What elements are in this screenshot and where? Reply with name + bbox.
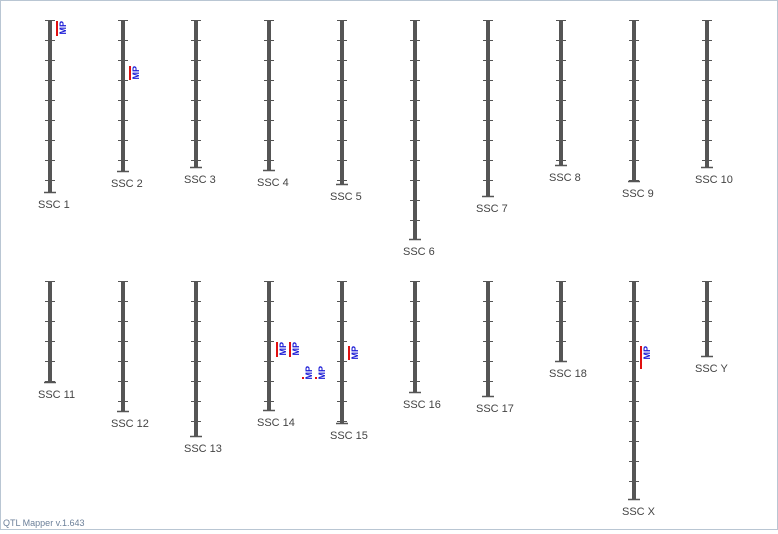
chromosome [559,20,563,165]
chromosome [194,20,198,167]
chromosome-label: SSC 6 [403,246,435,258]
qtl-label: MP [58,21,68,35]
chromosome [48,281,52,382]
chromosome-label: SSC 14 [257,417,295,429]
chromosome-label: SSC 12 [111,418,149,430]
chromosome-label: SSC 4 [257,177,289,189]
chromosome [340,20,344,184]
chromosome [705,281,709,356]
qtl-interval [640,346,642,369]
chromosome [267,281,271,410]
chromosome-label: SSC 10 [695,174,733,186]
chromosome-label: SSC 17 [476,403,514,415]
qtl-label: MP [317,366,327,380]
chromosome [121,20,125,171]
chromosome [340,281,344,423]
chromosome [486,20,490,196]
qtl-interval [289,342,291,357]
qtl-interval [315,377,317,379]
qtl-label: MP [291,342,301,356]
chromosome [194,281,198,436]
qtl-interval [276,342,278,357]
chromosome-label: SSC Y [695,363,728,375]
chromosome-label: SSC 11 [38,389,75,401]
chromosome-label: SSC 1 [38,199,70,211]
chromosome [121,281,125,411]
chromosome-label: SSC 3 [184,174,216,186]
chromosome-label: SSC 13 [184,443,222,455]
qtl-label: MP [131,66,141,80]
chromosome-label: SSC 18 [549,368,587,380]
chromosome-label: SSC 8 [549,172,581,184]
chromosome [486,281,490,396]
qtl-label: MP [350,346,360,360]
qtl-interval [348,346,350,360]
chromosome [48,20,52,192]
chromosome-label: SSC 7 [476,203,508,215]
version-footer: QTL Mapper v.1.643 [3,518,85,528]
qtl-interval [302,377,304,379]
qtl-label: MP [304,366,314,380]
chromosome-label: SSC 9 [622,188,654,200]
qtl-label: MP [642,346,652,360]
qtl-label: MP [278,342,288,356]
chromosome [267,20,271,170]
chromosome-label: SSC 2 [111,178,143,190]
chromosome-label: SSC 15 [330,430,368,442]
chromosome-label: SSC 5 [330,191,362,203]
chromosome [705,20,709,167]
qtl-interval [129,66,131,80]
chromosome [413,20,417,239]
chromosome [413,281,417,392]
qtl-interval [56,21,58,36]
chromosome-label: SSC X [622,506,656,518]
chromosome-label: SSC 16 [403,399,441,411]
chromosome [632,281,636,499]
